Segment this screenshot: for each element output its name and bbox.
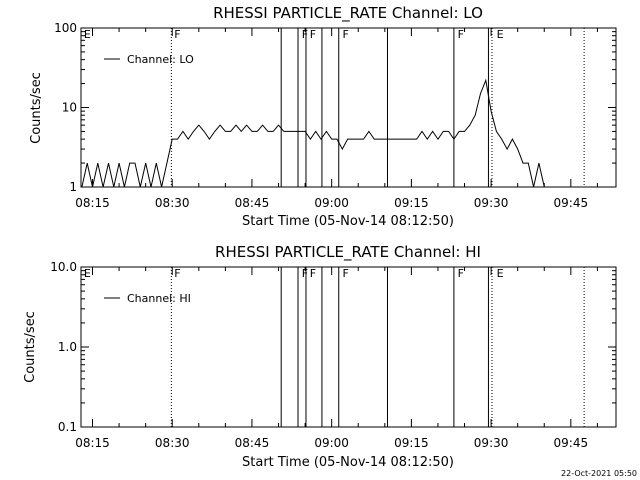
y-tick-label: 10 [62, 101, 77, 115]
marker-label: E [84, 267, 91, 280]
x-tick-label: 08:30 [155, 196, 190, 210]
x-tick-labels: 08:15 08:30 08:45 09:00 09:15 09:30 09:45 [75, 436, 588, 450]
x-tick-label: 08:45 [235, 196, 270, 210]
x-tick-label: 09:45 [554, 196, 589, 210]
y-tick-labels: 0.1 1.0 10.0 [50, 260, 77, 434]
x-tick-label: 09:30 [474, 196, 509, 210]
x-axis-label: Start Time (05-Nov-14 08:12:50) [242, 455, 454, 470]
marker-label: F [310, 28, 316, 41]
chart-title: RHESSI PARTICLE_RATE Channel: LO [213, 4, 483, 23]
y-tick-labels: 1 10 100 [54, 21, 77, 194]
x-tick-label: 08:15 [75, 436, 110, 450]
y-axis-label: Counts/sec [29, 72, 44, 144]
y-tick-label: 10.0 [50, 260, 77, 274]
marker-label: F [310, 267, 316, 280]
x-tick-label: 08:15 [75, 196, 110, 210]
legend-entry: Channel: LO [127, 53, 194, 66]
x-tick-label: 08:45 [235, 436, 270, 450]
marker-label: E [84, 28, 91, 41]
marker-label: F [174, 267, 180, 280]
y-tick-label: 1 [69, 180, 77, 194]
x-tick-label: 09:00 [314, 196, 349, 210]
panel-hi: RHESSI PARTICLE_RATE Channel: HI Counts/… [23, 243, 617, 470]
x-tick-labels: 08:15 08:30 08:45 09:00 09:15 09:30 09:45 [75, 196, 588, 210]
x-axis-label: Start Time (05-Nov-14 08:12:50) [242, 214, 454, 229]
y-tick-label: 0.1 [58, 420, 77, 434]
marker-label: E [497, 267, 504, 280]
marker-label: F [458, 28, 464, 41]
marker-label: F [343, 267, 349, 280]
chart-title: RHESSI PARTICLE_RATE Channel: HI [215, 243, 481, 262]
footer-timestamp: 22-Oct-2021 05:50 [561, 469, 637, 478]
marker-label: F [302, 267, 308, 280]
marker-label: F [343, 28, 349, 41]
axis-ticks [81, 267, 616, 428]
legend-entry: Channel: HI [127, 292, 191, 305]
x-tick-label: 09:45 [554, 436, 589, 450]
x-tick-label: 09:00 [314, 436, 349, 450]
x-tick-label: 09:30 [474, 436, 509, 450]
marker-lines [170, 267, 585, 427]
x-tick-label: 09:15 [394, 196, 429, 210]
marker-label: F [302, 28, 308, 41]
marker-label: F [458, 267, 464, 280]
x-tick-label: 09:15 [394, 436, 429, 450]
marker-label: F [174, 28, 180, 41]
plot-frame [80, 27, 617, 188]
marker-lines [170, 28, 585, 187]
marker-label: E [497, 28, 504, 41]
panel-lo: RHESSI PARTICLE_RATE Channel: LO Counts/… [29, 4, 617, 229]
y-tick-label: 1.0 [58, 340, 77, 354]
y-tick-label: 100 [54, 21, 77, 35]
plot-frame [80, 266, 617, 428]
x-tick-label: 08:30 [155, 436, 190, 450]
y-axis-label: Counts/sec [23, 311, 38, 383]
